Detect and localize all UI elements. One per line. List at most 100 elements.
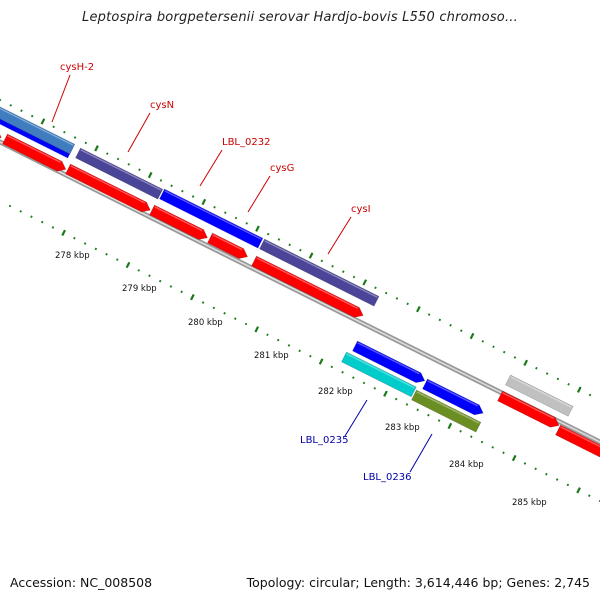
minor-tick — [30, 215, 33, 219]
minor-tick — [406, 302, 409, 306]
minor-tick — [480, 440, 484, 444]
minor-tick — [567, 382, 570, 386]
minor-tick — [159, 179, 163, 182]
minor-tick — [331, 264, 334, 268]
minor-tick — [491, 446, 495, 449]
gene-shape — [352, 340, 426, 383]
gene-label: LBL_0236 — [363, 472, 411, 483]
gene-gloss — [427, 380, 479, 407]
minor-tick — [30, 114, 34, 118]
gene-forward-cluster-1 — [352, 340, 426, 383]
minor-tick — [481, 340, 485, 343]
major-tick — [40, 118, 46, 125]
accession-text: Accession: NC_008508 — [10, 575, 153, 590]
gene-gloss — [212, 234, 243, 251]
minor-tick — [320, 259, 324, 263]
gene-reverse-5 — [207, 232, 249, 259]
gene-shape — [75, 147, 164, 200]
gene-shape — [259, 238, 380, 307]
gene-LBL_0236 — [411, 389, 482, 433]
gene-LBL_0235 — [341, 351, 417, 398]
gene-cysH-2-overlay — [0, 102, 76, 155]
minor-tick — [234, 216, 238, 220]
gene-shape — [497, 390, 560, 428]
major-tick — [125, 261, 131, 269]
gene-label: cysG — [270, 163, 294, 174]
minor-tick — [148, 274, 151, 278]
minor-tick — [298, 349, 301, 353]
genome-summary-text: Topology: circular; Length: 3,614,446 bp… — [246, 575, 590, 590]
gene-label-leader — [247, 175, 271, 213]
minor-tick — [513, 356, 517, 359]
minor-tick — [266, 333, 269, 337]
minor-tick — [555, 478, 559, 481]
gene-shape — [505, 374, 574, 417]
minor-tick — [341, 370, 344, 374]
minor-tick — [405, 403, 409, 406]
gene-gloss — [80, 149, 162, 191]
gene-gray — [505, 374, 574, 417]
gene-gloss — [264, 240, 378, 298]
minor-tick — [105, 252, 108, 256]
kbp-label: 279 kbp — [122, 284, 157, 294]
gene-reverse-2 — [2, 133, 67, 172]
major-tick — [416, 306, 421, 313]
minor-tick — [352, 376, 355, 379]
gene-shape — [149, 204, 208, 240]
gene-shape — [341, 351, 417, 398]
minor-tick — [459, 429, 462, 433]
minor-tick — [73, 136, 77, 139]
major-tick — [383, 390, 388, 397]
major-tick — [523, 359, 528, 367]
minor-tick — [449, 323, 452, 327]
gene-label-layer: cysH-2 cysN LBL_0232 cysG cysI LBL_0235 LBL_02… — [51, 62, 433, 483]
gene-shape — [2, 133, 67, 172]
kbp-tick-track — [8, 204, 600, 503]
minor-tick — [523, 462, 527, 465]
major-tick — [511, 454, 517, 462]
minor-tick — [395, 297, 399, 300]
minor-tick — [287, 344, 291, 347]
minor-tick — [588, 393, 592, 397]
minor-tick — [83, 242, 87, 245]
minor-tick — [460, 329, 463, 332]
gene-reverse-6 — [251, 255, 364, 318]
major-tick — [254, 326, 260, 333]
minor-tick — [223, 311, 226, 315]
minor-tick — [51, 226, 55, 229]
minor-tick — [169, 285, 173, 288]
minor-tick — [535, 366, 538, 370]
minor-tick — [266, 232, 270, 236]
gene-reverse-4 — [149, 204, 208, 240]
minor-tick — [309, 354, 312, 358]
major-tick — [190, 294, 195, 301]
gene-gloss — [502, 392, 554, 419]
gene-gloss — [154, 206, 203, 232]
minor-tick — [158, 279, 162, 283]
minor-tick — [84, 141, 88, 145]
minor-tick — [191, 195, 195, 198]
gene-shape — [411, 389, 482, 433]
minor-tick — [299, 248, 302, 252]
minor-tick — [234, 317, 237, 320]
gene-shape — [0, 102, 76, 155]
major-tick — [255, 225, 260, 232]
gene-gloss — [0, 104, 74, 146]
minor-tick — [416, 408, 419, 412]
minor-tick — [181, 189, 184, 193]
gene-gloss — [7, 135, 61, 163]
kbp-label: 278 kbp — [55, 251, 90, 261]
minor-tick — [116, 157, 120, 161]
minor-tick — [9, 104, 12, 107]
minor-tick — [362, 381, 366, 385]
gene-label-leader — [344, 399, 368, 437]
gene-LBL_0232 — [159, 188, 264, 249]
outer-tick-track — [0, 98, 592, 397]
gene-label: cysN — [150, 100, 174, 111]
gene-gloss — [510, 376, 572, 408]
major-tick — [308, 252, 314, 259]
gene-reverse-7 — [497, 390, 560, 428]
gene-forward-cluster-2 — [422, 378, 484, 416]
